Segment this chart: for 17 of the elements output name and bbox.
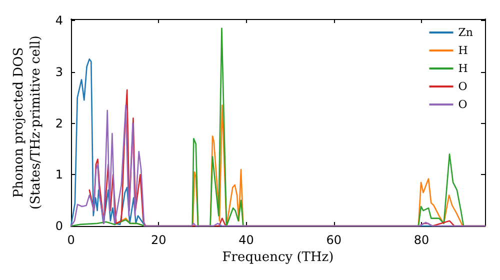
x-tick-label: 60 <box>326 233 342 247</box>
y-tick-label: 3 <box>55 64 63 79</box>
legend-label: O <box>458 98 468 111</box>
legend-label: H <box>458 62 468 75</box>
y-tick-label: 2 <box>55 116 63 130</box>
legend-label: Zn <box>458 26 474 39</box>
x-axis-title: Frequency (THz) <box>222 250 334 265</box>
legend-label: O <box>458 80 468 93</box>
y-axis-title: Phonon projected DOS (States/THz·primitive cell) <box>11 35 44 210</box>
legend-label: H <box>458 44 468 57</box>
y-tick-label: 0 <box>55 219 63 233</box>
x-tick-label: 80 <box>414 233 430 247</box>
y-tick-label: 1 <box>55 168 63 182</box>
y-tick-label: 4 <box>55 14 63 28</box>
x-tick-label: 0 <box>67 233 75 247</box>
x-tick-label: 40 <box>238 233 254 247</box>
x-tick-label: 20 <box>150 233 166 247</box>
